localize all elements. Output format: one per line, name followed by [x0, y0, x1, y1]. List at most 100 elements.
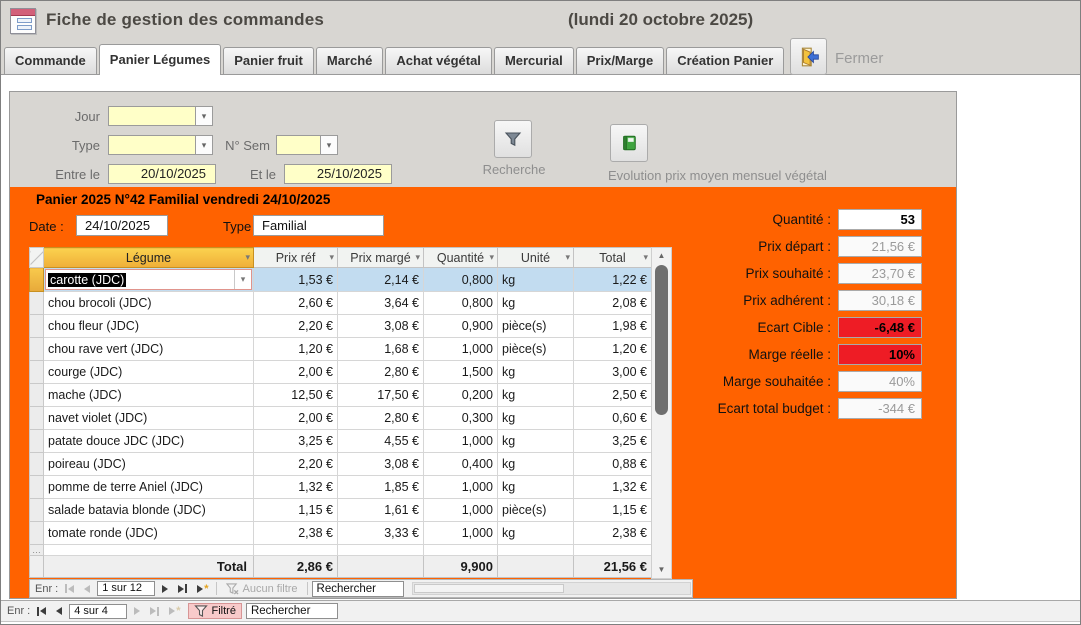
column-header-total[interactable]: Total ▾ [573, 247, 652, 268]
quantite-cell[interactable]: 0,400 [423, 452, 498, 476]
row-selector[interactable] [29, 337, 44, 361]
prix-ref-cell[interactable]: 2,00 € [253, 360, 338, 384]
prix-marge-cell[interactable]: 1,61 € [337, 498, 424, 522]
prix-marge-cell[interactable]: 2,14 € [337, 267, 424, 292]
prix-ref-cell[interactable]: 2,20 € [253, 314, 338, 338]
legume-cell[interactable]: navet violet (JDC) [43, 406, 254, 430]
legume-cell-editing[interactable]: carotte (JDC) ▾ [43, 267, 254, 292]
unite-cell[interactable]: kg [497, 360, 574, 384]
prix-marge-cell[interactable]: 3,64 € [337, 291, 424, 315]
prix-ref-cell[interactable]: 1,15 € [253, 498, 338, 522]
chevron-down-icon[interactable]: ▾ [234, 270, 251, 289]
table-horizontal-scrollbar[interactable] [411, 582, 691, 595]
next-record-button[interactable] [159, 584, 171, 594]
table-row[interactable]: courge (JDC) 2,00 €2,80 €1,500 kg 3,00 € [29, 360, 652, 384]
scroll-up-icon[interactable]: ▲ [657, 251, 666, 260]
first-record-button[interactable] [34, 606, 49, 617]
chevron-down-icon[interactable]: ▾ [195, 136, 212, 154]
tab-prix-marge[interactable]: Prix/Marge [575, 47, 665, 74]
tab-commande[interactable]: Commande [4, 47, 97, 74]
quantite-cell[interactable]: 1,000 [423, 429, 498, 453]
prix-marge-cell[interactable]: 3,08 € [337, 314, 424, 338]
table-row[interactable]: patate douce JDC (JDC) 3,25 €4,55 €1,000 k… [29, 429, 652, 453]
total-cell[interactable]: 2,38 € [573, 521, 652, 545]
legume-cell[interactable]: chou brocoli (JDC) [43, 291, 254, 315]
new-record-button[interactable]: * [166, 606, 183, 617]
prix-marge-cell[interactable]: 1,68 € [337, 337, 424, 361]
legume-combo[interactable]: carotte (JDC) ▾ [45, 269, 252, 290]
prix-ref-cell[interactable]: 1,20 € [253, 337, 338, 361]
empty-cell[interactable] [573, 544, 652, 556]
scrollbar-thumb[interactable] [413, 584, 564, 593]
prix-marge-cell[interactable]: 2,80 € [337, 406, 424, 430]
legume-cell[interactable]: patate douce JDC (JDC) [43, 429, 254, 453]
scroll-down-icon[interactable]: ▼ [657, 565, 666, 574]
recherche-button[interactable] [494, 120, 532, 158]
row-selector[interactable] [29, 429, 44, 453]
total-cell[interactable]: 1,22 € [573, 267, 652, 292]
total-cell[interactable]: 1,32 € [573, 475, 652, 499]
jour-combo[interactable]: ▾ [108, 106, 213, 126]
quantite-cell[interactable]: 0,300 [423, 406, 498, 430]
column-filter-icon[interactable]: ▾ [565, 252, 570, 262]
column-header-prix-marge[interactable]: Prix margé ▾ [337, 247, 424, 268]
quantite-cell[interactable]: 1,000 [423, 521, 498, 545]
table-row[interactable]: poireau (JDC) 2,20 €3,08 €0,400 kg 0,88 € [29, 452, 652, 476]
legume-cell[interactable]: tomate ronde (JDC) [43, 521, 254, 545]
first-record-button[interactable] [62, 583, 77, 594]
last-record-button[interactable] [147, 606, 162, 617]
prix-marge-cell[interactable]: 3,33 € [337, 521, 424, 545]
tab-creation-panier[interactable]: Création Panier [666, 47, 785, 74]
chevron-down-icon[interactable]: ▾ [320, 136, 337, 154]
close-form-button[interactable] [790, 38, 827, 75]
total-cell[interactable]: 0,60 € [573, 406, 652, 430]
legume-cell[interactable]: chou fleur (JDC) [43, 314, 254, 338]
quantite-cell[interactable]: 0,800 [423, 267, 498, 292]
table-row[interactable]: chou fleur (JDC) 2,20 €3,08 €0,900 pièce(s… [29, 314, 652, 338]
row-selector[interactable] [29, 498, 44, 522]
total-cell[interactable]: 2,50 € [573, 383, 652, 407]
unite-cell[interactable]: kg [497, 475, 574, 499]
row-selector[interactable] [29, 314, 44, 338]
legume-cell[interactable]: pomme de terre Aniel (JDC) [43, 475, 254, 499]
prix-marge-cell[interactable]: 3,08 € [337, 452, 424, 476]
column-filter-icon[interactable]: ▾ [415, 252, 420, 262]
unite-cell[interactable]: kg [497, 291, 574, 315]
subform-search-input[interactable]: Rechercher [311, 580, 404, 597]
row-selector[interactable] [29, 291, 44, 315]
row-selector[interactable] [29, 406, 44, 430]
quantite-cell[interactable]: 1,500 [423, 360, 498, 384]
unite-cell[interactable]: kg [497, 521, 574, 545]
prix-ref-cell[interactable]: 12,50 € [253, 383, 338, 407]
summary-value-marge-souhaitee-[interactable]: 40% [838, 371, 922, 392]
row-selector[interactable] [29, 452, 44, 476]
summary-value-quantite-[interactable]: 53 [838, 209, 922, 230]
unite-cell[interactable]: kg [497, 267, 574, 292]
empty-cell[interactable] [43, 544, 254, 556]
table-row[interactable]: salade batavia blonde (JDC) 1,15 €1,61 €1… [29, 498, 652, 522]
record-position[interactable]: 4 sur 4 [69, 603, 128, 619]
unite-cell[interactable]: pièce(s) [497, 337, 574, 361]
record-position[interactable]: 1 sur 12 [97, 581, 156, 596]
row-selector[interactable] [29, 360, 44, 384]
summary-value-ecart-total-budget-[interactable]: -344 € [838, 398, 922, 419]
quantite-cell[interactable]: 1,000 [423, 498, 498, 522]
total-cell[interactable]: 1,15 € [573, 498, 652, 522]
prix-ref-cell[interactable]: 2,00 € [253, 406, 338, 430]
table-row[interactable]: pomme de terre Aniel (JDC) 1,32 €1,85 €1,… [29, 475, 652, 499]
summary-value-prix-adherent-[interactable]: 30,18 € [838, 290, 922, 311]
quantite-cell[interactable]: 0,900 [423, 314, 498, 338]
empty-cell[interactable] [253, 544, 338, 556]
column-header-quantite[interactable]: Quantité ▾ [423, 247, 498, 268]
unite-cell[interactable]: pièce(s) [497, 314, 574, 338]
column-header-unite[interactable]: Unité ▾ [497, 247, 574, 268]
unite-cell[interactable]: kg [497, 429, 574, 453]
table-row[interactable]: mache (JDC) 12,50 €17,50 €0,200 kg 2,50 € [29, 383, 652, 407]
legume-cell[interactable]: courge (JDC) [43, 360, 254, 384]
evolution-prix-button[interactable] [610, 124, 648, 162]
table-row[interactable]: chou rave vert (JDC) 1,20 €1,68 €1,000 piè… [29, 337, 652, 361]
total-cell[interactable]: 3,25 € [573, 429, 652, 453]
row-selector[interactable] [29, 383, 44, 407]
summary-value-marge-reelle-[interactable]: 10% [838, 344, 922, 365]
next-record-button[interactable] [131, 606, 143, 616]
